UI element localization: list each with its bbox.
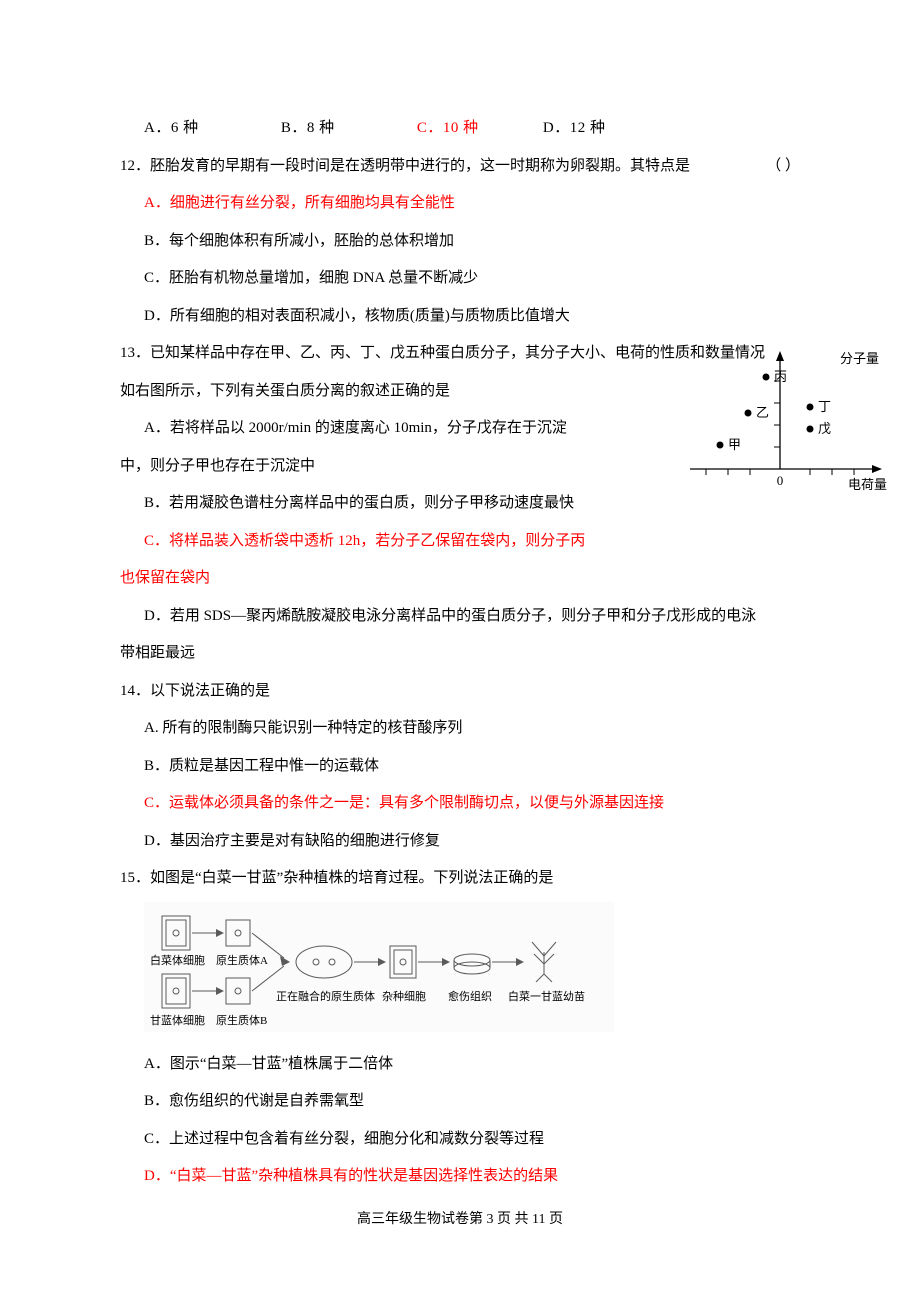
- q11-option-b: B．8 种: [281, 120, 335, 136]
- point-jia: [717, 442, 724, 449]
- q12-stem-text: 12．胚胎发育的早期有一段时间是在透明带中进行的，这一时期称为卵裂期。其特点是: [120, 158, 690, 174]
- chart-x-label: 电荷量: [848, 477, 887, 492]
- q14-option-b: B．质粒是基因工程中惟一的运载体: [120, 748, 800, 786]
- node-ganlan-cell: 甘蓝体细胞: [150, 1013, 205, 1027]
- node-protoplast-b: 原生质体B: [216, 1013, 267, 1027]
- q14-option-d: D．基因治疗主要是对有缺陷的细胞进行修复: [120, 823, 800, 861]
- page: A．6 种 B．8 种 C．10 种 D．12 种 12．胚胎发育的早期有一段时…: [0, 0, 920, 1277]
- q12-option-b: B．每个细胞体积有所减小，胚胎的总体积增加: [120, 223, 800, 261]
- q13-option-d-line1: D．若用 SDS—聚丙烯酰胺凝胶电泳分离样品中的蛋白质分子，则分子甲和分子戊形成…: [120, 598, 800, 636]
- q12-option-d: D．所有细胞的相对表面积减小，核物质(质量)与质物质比值增大: [120, 298, 800, 336]
- q15-option-d: D．“白菜—甘蓝”杂种植株具有的性状是基因选择性表达的结果: [120, 1158, 800, 1196]
- node-hybrid-cell: 杂种细胞: [382, 989, 426, 1003]
- node-callus: 愈伤组织: [448, 989, 492, 1003]
- label-bing: 丙: [774, 369, 787, 384]
- q12-option-a: A．细胞进行有丝分裂，所有细胞均具有全能性: [120, 185, 800, 223]
- q14-option-a: A. 所有的限制酶只能识别一种特定的核苷酸序列: [120, 710, 800, 748]
- node-fusing: 正在融合的原生质体: [276, 989, 375, 1003]
- q11-option-a: A．6 种: [144, 120, 199, 136]
- q11-options-row: A．6 种 B．8 种 C．10 种 D．12 种: [120, 110, 800, 148]
- q13-option-d-line2: 带相距最远: [120, 635, 800, 673]
- q13-option-c-line1: C．将样品装入透析袋中透析 12h，若分子乙保留在袋内，则分子丙: [120, 523, 800, 561]
- q13-scatter-chart: 0 电荷量 分子量 甲 乙 丙 丁 戊: [670, 347, 890, 497]
- q14-stem: 14．以下说法正确的是: [120, 673, 800, 711]
- q11-option-d: D．12 种: [543, 120, 606, 136]
- q13-option-a-line1: A．若将样品以 2000r/min 的速度离心 10min，分子戊存在于沉淀: [120, 410, 614, 448]
- q12-option-c: C．胚胎有机物总量增加，细胞 DNA 总量不断减少: [120, 260, 800, 298]
- point-ding: [807, 404, 814, 411]
- label-wu: 戊: [818, 421, 831, 436]
- page-footer: 高三年级生物试卷第 3 页 共 11 页: [120, 1202, 800, 1237]
- q12-paren: （ ）: [766, 148, 800, 186]
- q14-option-c: C．运载体必须具备的条件之一是：具有多个限制酶切点，以便与外源基因连接: [120, 785, 800, 823]
- point-wu: [807, 426, 814, 433]
- label-yi: 乙: [756, 405, 769, 420]
- point-bing: [763, 374, 770, 381]
- q13-block: 13．已知某样品中存在甲、乙、丙、丁、戊五种蛋白质分子，其分子大小、电荷的性质和…: [120, 335, 800, 523]
- q13-stem-line2: 如右图所示，下列有关蛋白质分离的叙述正确的是: [120, 373, 590, 411]
- q15-option-a: A．图示“白菜—甘蓝”植株属于二倍体: [120, 1046, 800, 1084]
- point-yi: [745, 410, 752, 417]
- q12-stem: 12．胚胎发育的早期有一段时间是在透明带中进行的，这一时期称为卵裂期。其特点是 …: [120, 148, 800, 186]
- q13-option-b: B．若用凝胶色谱柱分离样品中的蛋白质，则分子甲移动速度最快: [120, 485, 614, 523]
- q13-option-a-line2: 中，则分子甲也存在于沉淀中: [120, 448, 590, 486]
- q15-option-c: C．上述过程中包含着有丝分裂，细胞分化和减数分裂等过程: [120, 1121, 800, 1159]
- q15-stem: 15．如图是“白菜一甘蓝”杂种植株的培育过程。下列说法正确的是: [120, 860, 800, 898]
- node-protoplast-a: 原生质体A: [216, 953, 268, 967]
- node-seedling: 白菜一甘蓝幼苗: [508, 989, 585, 1003]
- q11-option-c: C．10 种: [417, 120, 479, 136]
- node-baicai-cell: 白菜体细胞: [150, 953, 205, 967]
- q15-flowchart: 白菜体细胞 原生质体A 甘蓝体细胞 原生质体B 正在融合的原生质体: [120, 898, 800, 1046]
- chart-y-label: 分子量: [840, 351, 879, 366]
- label-jia: 甲: [728, 437, 741, 452]
- chart-origin-label: 0: [777, 473, 784, 488]
- q13-option-c-line2: 也保留在袋内: [120, 560, 800, 598]
- label-ding: 丁: [818, 399, 831, 414]
- q15-option-b: B．愈伤组织的代谢是自养需氧型: [120, 1083, 800, 1121]
